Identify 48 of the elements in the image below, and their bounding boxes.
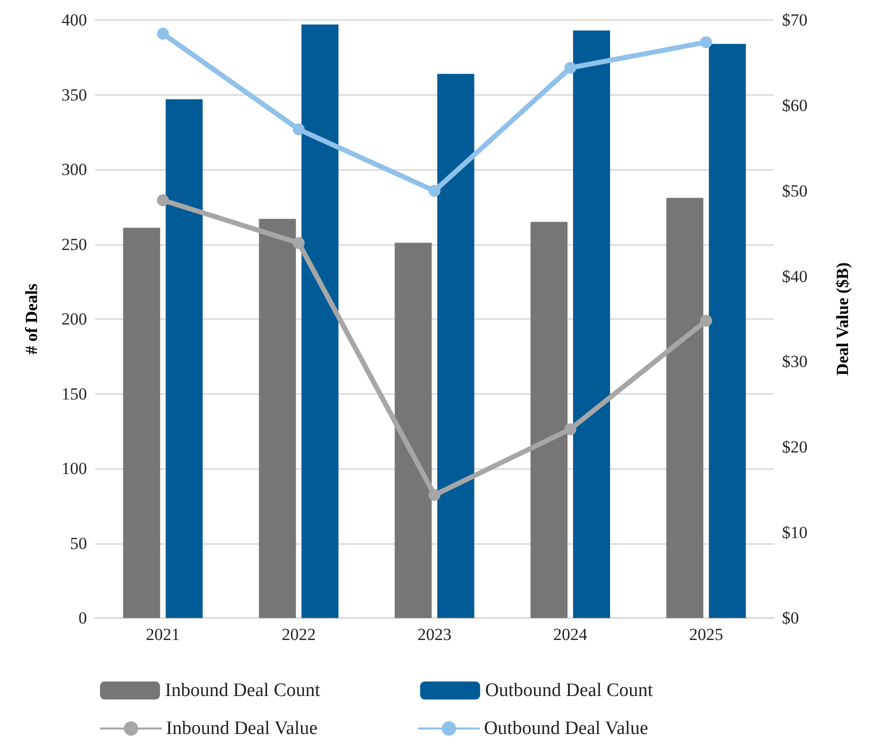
- y2-tick-label: $50: [782, 181, 808, 200]
- point: [564, 423, 576, 436]
- bar: [301, 24, 338, 618]
- y-tick-label: 350: [62, 85, 87, 104]
- x-tick-label: 2024: [553, 625, 588, 644]
- y-tick-label: 0: [78, 608, 87, 628]
- bar: [394, 242, 432, 618]
- point: [428, 184, 440, 197]
- y2-tick-label: $70: [782, 10, 808, 30]
- legend-label: Outbound Deal Count: [485, 680, 654, 701]
- x-tick-label: 2025: [689, 625, 724, 644]
- legend-label: Inbound Deal Count: [165, 680, 321, 701]
- x-tick-label: 2021: [146, 625, 180, 644]
- y-tick-label: 200: [62, 310, 87, 328]
- bar: [123, 228, 160, 618]
- point: [700, 36, 712, 48]
- bar: [258, 218, 296, 618]
- y-tick-label: 100: [62, 459, 87, 478]
- bar: [666, 198, 704, 618]
- y2-tick-label: $30: [782, 352, 808, 372]
- point: [428, 488, 440, 501]
- x-tick-label: 2023: [418, 625, 452, 644]
- bar: [437, 74, 474, 618]
- point: [564, 62, 576, 74]
- point: [156, 28, 169, 40]
- y-tick-label: 400: [62, 10, 87, 30]
- y-tick-label: 300: [62, 160, 87, 179]
- y-tick-label: 250: [62, 234, 87, 254]
- point: [292, 236, 305, 249]
- legend-label: Outbound Deal Value: [484, 718, 648, 739]
- y-tick-label: 50: [70, 534, 87, 553]
- bar: [166, 99, 203, 618]
- bar: [708, 44, 746, 618]
- point: [700, 314, 712, 327]
- y2-axis-title: Deal Value ($B): [833, 262, 852, 376]
- legend-label: Inbound Deal Value: [166, 718, 318, 739]
- point: [292, 123, 305, 136]
- y-tick-label: 150: [62, 384, 87, 404]
- y2-tick-label: $40: [782, 266, 808, 286]
- y2-tick-label: $0: [782, 608, 799, 628]
- x-tick-label: 2022: [282, 625, 316, 644]
- bar: [573, 30, 610, 618]
- y2-tick-label: $60: [782, 96, 808, 115]
- bar: [530, 222, 568, 618]
- point: [156, 194, 169, 206]
- y2-tick-label: $10: [782, 523, 808, 542]
- y-axis-title: # of Deals: [22, 283, 41, 354]
- y2-tick-label: $20: [782, 438, 808, 457]
